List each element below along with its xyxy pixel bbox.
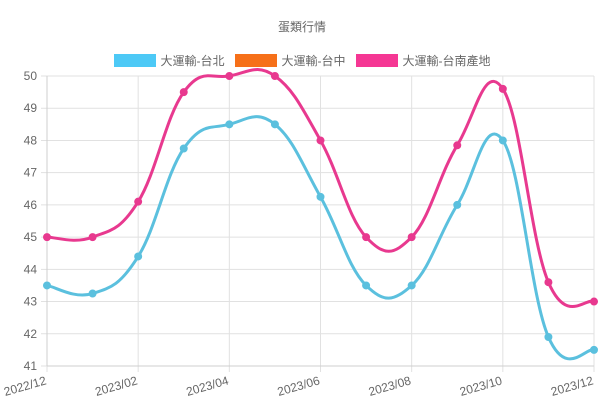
y-tick-label: 46: [24, 198, 38, 212]
y-tick-label: 49: [24, 101, 38, 115]
legend-item-taipei[interactable]: 大運輸-台北: [113, 52, 225, 69]
y-tick-label: 50: [24, 69, 38, 83]
series-line: [46, 67, 595, 308]
y-tick-label: 45: [24, 230, 38, 244]
y-tick-label: 48: [24, 133, 38, 147]
data-point[interactable]: [134, 197, 143, 206]
legend-label: 大運輸-台北: [160, 54, 225, 68]
y-tick-label: 47: [24, 166, 38, 180]
series-line: [46, 115, 595, 361]
x-tick-label: 2022/12: [2, 373, 48, 399]
y-tick-label: 43: [24, 295, 38, 309]
data-point[interactable]: [134, 252, 143, 261]
legend-item-tainan[interactable]: 大運輸-台南產地: [355, 52, 491, 69]
data-point[interactable]: [43, 281, 51, 290]
data-point[interactable]: [498, 84, 507, 93]
x-tick-label: 2023/12: [549, 373, 595, 399]
data-point[interactable]: [179, 88, 188, 97]
chart-title: 蛋類行情: [277, 20, 326, 34]
legend-swatch-taichung: [234, 54, 277, 67]
legend-label: 大運輸-台南產地: [402, 54, 491, 68]
x-tick-label: 2023/04: [185, 373, 231, 399]
data-point[interactable]: [544, 278, 553, 287]
data-point[interactable]: [544, 333, 553, 341]
y-tick-label: 44: [24, 262, 38, 276]
data-point[interactable]: [362, 233, 371, 242]
legend-swatch-taipei: [113, 54, 156, 67]
data-point[interactable]: [225, 120, 234, 129]
data-point[interactable]: [590, 345, 598, 354]
legend-swatch-tainan: [355, 54, 398, 67]
data-point[interactable]: [453, 200, 462, 209]
data-point[interactable]: [362, 281, 371, 290]
legend-item-taichung[interactable]: 大運輸-台中: [234, 52, 346, 69]
data-point[interactable]: [179, 144, 188, 153]
chart-legend: 大運輸-台北 大運輸-台中 大運輸-台南產地: [0, 52, 604, 69]
x-tick-label: 2023/10: [458, 373, 504, 399]
data-point[interactable]: [407, 233, 416, 242]
legend-label: 大運輸-台中: [281, 54, 346, 68]
data-point[interactable]: [270, 120, 279, 129]
data-point[interactable]: [590, 297, 598, 306]
data-point[interactable]: [498, 136, 507, 145]
x-tick-label: 2023/06: [276, 373, 322, 399]
data-point[interactable]: [316, 192, 325, 201]
data-point[interactable]: [407, 281, 416, 290]
x-tick-label: 2023/08: [367, 373, 413, 399]
data-point[interactable]: [88, 289, 97, 298]
y-tick-label: 42: [24, 327, 38, 341]
data-point[interactable]: [88, 233, 97, 242]
x-tick-label: 2023/02: [93, 373, 139, 399]
y-tick-label: 41: [24, 359, 38, 373]
data-point[interactable]: [316, 136, 325, 145]
data-point[interactable]: [225, 72, 234, 80]
data-point[interactable]: [453, 141, 462, 150]
data-point[interactable]: [270, 72, 279, 80]
data-point[interactable]: [43, 233, 51, 242]
